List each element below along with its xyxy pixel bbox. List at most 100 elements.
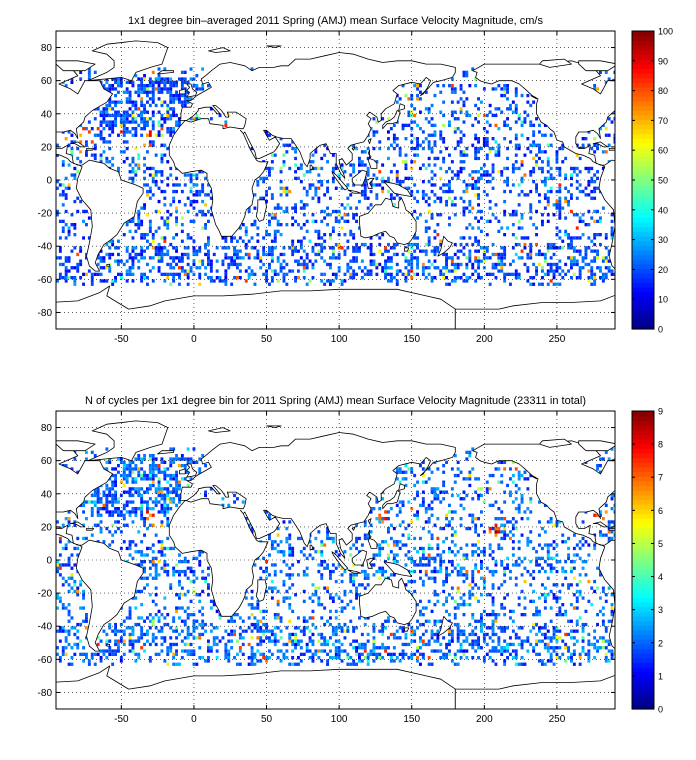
velocity-cell <box>270 196 274 200</box>
velocity-cell <box>358 170 361 174</box>
cycles-cell <box>520 517 524 521</box>
velocity-cell <box>459 84 463 88</box>
cycles-cell <box>535 609 538 614</box>
velocity-cell <box>488 150 492 154</box>
velocity-cell <box>160 216 164 220</box>
velocity-cell <box>326 213 329 217</box>
velocity-cell <box>157 209 161 214</box>
velocity-cell <box>532 262 536 267</box>
cycles-cell <box>604 639 608 643</box>
cycles-cell <box>416 513 419 517</box>
velocity-landmass <box>539 58 572 68</box>
cycles-cell <box>192 579 196 584</box>
velocity-cell <box>58 246 62 250</box>
velocity-cell <box>360 242 364 247</box>
velocity-cell <box>593 196 597 200</box>
velocity-cell <box>331 272 335 277</box>
velocity-cell <box>189 219 193 224</box>
cycles-cell <box>189 566 193 570</box>
velocity-cell <box>56 186 59 190</box>
velocity-cell <box>445 269 448 273</box>
velocity-cell <box>346 246 350 250</box>
velocity-cell <box>407 269 411 273</box>
cycles-cell <box>122 642 126 647</box>
velocity-cell <box>375 196 379 200</box>
velocity-cell <box>503 120 507 124</box>
cycles-cell <box>122 652 126 657</box>
velocity-cell <box>148 133 152 137</box>
cycles-cell <box>175 593 178 597</box>
velocity-cell <box>424 117 428 121</box>
cycles-cell <box>259 576 263 580</box>
cycles-cell <box>570 656 573 660</box>
cycles-cell <box>105 639 109 643</box>
velocity-landmass <box>347 189 362 194</box>
velocity-cell <box>186 80 190 85</box>
velocity-cell <box>366 269 370 273</box>
velocity-cell <box>439 269 443 273</box>
cycles-cell <box>477 586 480 590</box>
velocity-cell <box>96 256 100 260</box>
velocity-cell <box>398 180 402 184</box>
cycles-cell <box>509 609 512 614</box>
cycles-cell <box>157 609 161 614</box>
cycles-cell <box>570 636 573 640</box>
velocity-cell <box>169 113 173 118</box>
velocity-cell <box>468 173 472 177</box>
velocity-cell <box>392 246 396 250</box>
velocity-cell <box>137 87 141 91</box>
cycles-cell <box>491 629 495 633</box>
velocity-cell <box>485 249 489 253</box>
cycles-cell <box>268 536 271 541</box>
cycles-cell <box>535 606 538 610</box>
cycles-cell <box>491 649 495 653</box>
velocity-cell <box>157 97 161 101</box>
cycles-cell <box>151 543 155 547</box>
velocity-cell <box>607 252 611 257</box>
velocity-cell <box>520 216 524 220</box>
velocity-cell <box>134 170 138 174</box>
cycles-cell <box>503 606 507 610</box>
velocity-cell <box>291 140 295 144</box>
velocity-cell <box>157 259 161 263</box>
cycles-cell <box>471 517 475 521</box>
velocity-cell <box>192 117 196 121</box>
cycles-cell <box>564 609 568 614</box>
cycles-cell <box>433 569 437 574</box>
cycles-cell <box>607 659 611 663</box>
velocity-cell <box>238 226 242 230</box>
cycles-cell <box>143 553 146 557</box>
velocity-cell <box>465 266 469 270</box>
velocity-cell <box>468 209 472 214</box>
velocity-cell <box>61 163 65 167</box>
cycles-cell <box>99 530 103 534</box>
cycles-cell <box>546 629 550 633</box>
velocity-cell <box>575 186 579 190</box>
velocity-cell <box>302 269 306 273</box>
cycles-cell <box>302 626 306 630</box>
cycles-cell <box>154 556 158 561</box>
cycles-cell <box>459 646 463 650</box>
velocity-cell <box>221 236 225 240</box>
velocity-cell <box>195 193 199 197</box>
cycles-cell <box>561 569 565 574</box>
cycles-cell <box>450 550 454 554</box>
cycles-cell <box>526 569 530 574</box>
velocity-cell <box>523 242 527 247</box>
cycles-cell <box>146 510 149 514</box>
cycles-cell <box>474 517 478 521</box>
cycles-cell <box>273 636 277 640</box>
velocity-cell <box>384 272 387 277</box>
velocity-cell <box>572 272 576 277</box>
velocity-cell <box>183 173 187 177</box>
velocity-landmass <box>383 181 413 197</box>
velocity-cell <box>465 226 469 230</box>
velocity-cell <box>317 173 321 177</box>
velocity-cell <box>529 252 533 257</box>
cycles-cell <box>207 583 210 587</box>
velocity-cell <box>355 219 358 224</box>
cycles-cell <box>517 636 521 640</box>
cycles-cell <box>439 626 443 630</box>
velocity-cell <box>596 146 599 151</box>
velocity-cell <box>416 146 419 151</box>
